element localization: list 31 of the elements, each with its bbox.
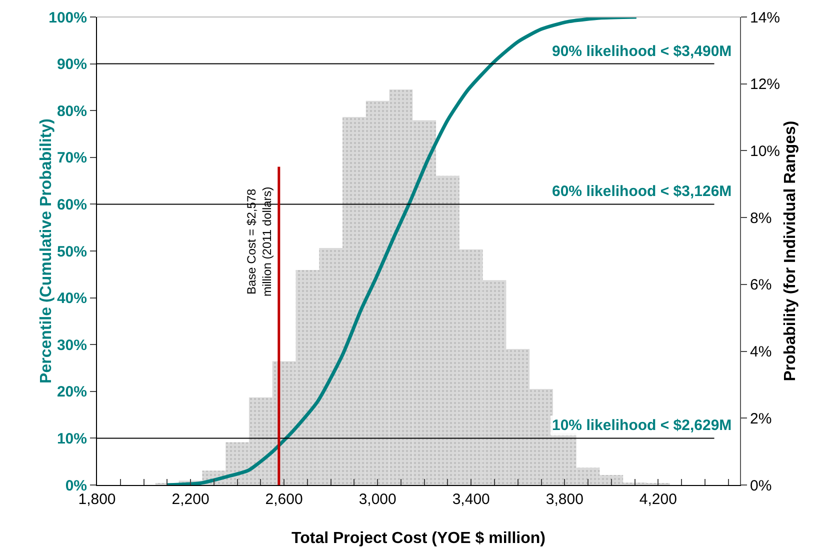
y2-tick-label: 2%: [750, 410, 772, 428]
y-tick-label: 50%: [56, 243, 87, 260]
x-tick-label: 3,000: [358, 491, 396, 508]
x-tick-label: 3,800: [546, 491, 584, 508]
y-tick-label: 90%: [56, 56, 87, 74]
y-tick-label: 60%: [56, 196, 87, 214]
y2-tick-label: 6%: [750, 276, 772, 294]
y2-tick-label: 14%: [750, 9, 780, 26]
y-tick-label: 100%: [48, 9, 87, 26]
y2-tick-label: 8%: [750, 210, 772, 227]
ref-line-label: 10% likelihood < $2,629M: [552, 417, 732, 434]
y-axis-title: Percentile (Cumulative Probability): [38, 118, 55, 384]
x-tick-label: 3,400: [452, 491, 490, 508]
y2-tick-label: 12%: [750, 76, 780, 94]
ref-line-label: 90% likelihood < $3,490M: [552, 43, 732, 60]
x-tick-label: 2,600: [265, 491, 303, 508]
x-axis-title: Total Project Cost (YOE $ million): [292, 530, 546, 547]
y-tick-label: 10%: [56, 430, 87, 448]
y2-tick-label: 4%: [750, 344, 772, 361]
y-tick-label: 80%: [56, 102, 87, 120]
y-tick-label: 40%: [56, 290, 87, 308]
y2-tick-label: 10%: [750, 142, 780, 160]
y-tick-label: 70%: [56, 150, 87, 167]
y-tick-label: 30%: [56, 336, 87, 354]
y2-axis-title: Probability (for Individual Ranges): [782, 120, 800, 382]
x-tick-label: 4,200: [639, 491, 677, 508]
ref-line-label: 60% likelihood < $3,126M: [552, 183, 732, 200]
x-tick-label: 2,200: [172, 491, 210, 508]
y-tick-label: 20%: [56, 384, 87, 401]
y2-tick-label: 0%: [750, 477, 772, 494]
ref-line-label: Base Cost = $2,578 million (2011 dollars): [244, 186, 274, 297]
